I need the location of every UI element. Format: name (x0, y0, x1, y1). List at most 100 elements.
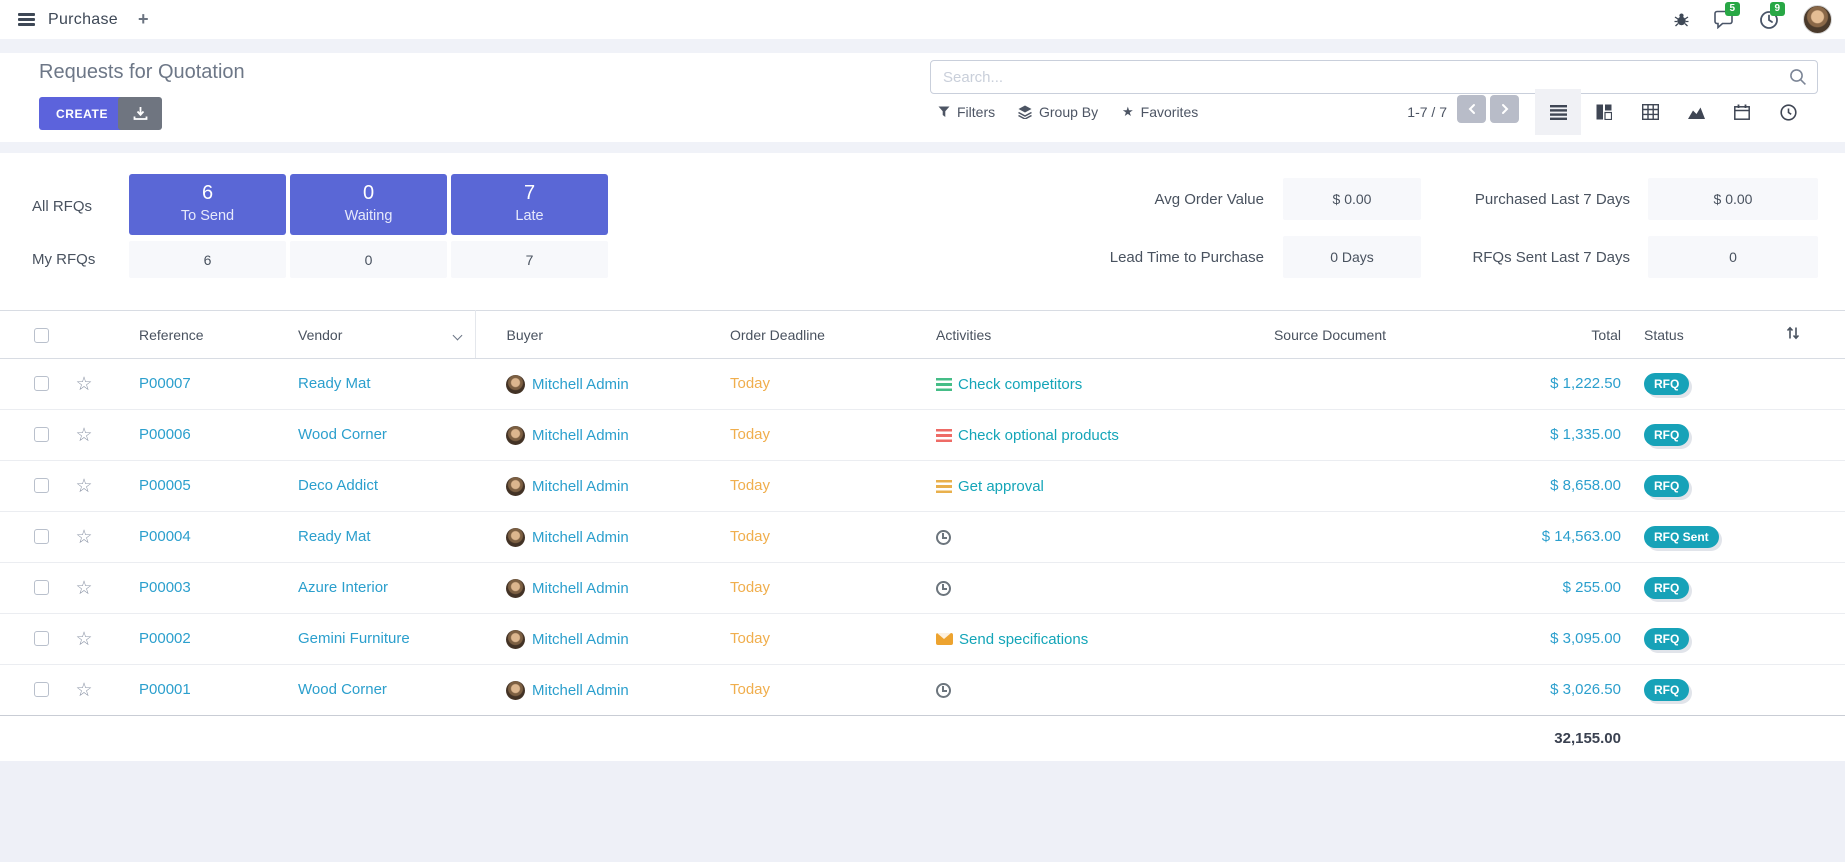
table-row[interactable]: ☆ P00002 Gemini Furniture Mitchell Admin… (0, 613, 1845, 665)
reference-link[interactable]: P00007 (139, 375, 191, 392)
header-total[interactable]: Total (1455, 310, 1630, 359)
table-row[interactable]: ☆ P00007 Ready Mat Mitchell Admin Today … (0, 359, 1845, 410)
buyer-link[interactable]: Mitchell Admin (532, 477, 629, 495)
header-source-document[interactable]: Source Document (1205, 310, 1455, 359)
lead-time-label: Lead Time to Purchase (1109, 249, 1264, 266)
buyer-link[interactable]: Mitchell Admin (532, 375, 629, 393)
row-checkbox[interactable] (34, 529, 49, 545)
header-status[interactable]: Status (1630, 310, 1740, 359)
header-reference[interactable]: Reference (108, 310, 267, 359)
reference-link[interactable]: P00006 (139, 426, 191, 443)
messages-icon[interactable]: 5 (1714, 2, 1740, 29)
vendor-link[interactable]: Wood Corner (298, 681, 387, 698)
reference-link[interactable]: P00004 (139, 528, 191, 545)
favorite-star-icon[interactable]: ☆ (75, 475, 93, 497)
activities-badge: 9 (1770, 1, 1785, 16)
activity-cell[interactable]: Check optional products (936, 427, 1205, 444)
row-checkbox[interactable] (34, 631, 49, 647)
favorite-star-icon[interactable]: ☆ (75, 526, 93, 548)
buyer-link[interactable]: Mitchell Admin (532, 579, 629, 597)
row-checkbox[interactable] (34, 580, 49, 596)
row-checkbox[interactable] (34, 376, 49, 392)
buyer-link[interactable]: Mitchell Admin (532, 630, 629, 648)
buyer-link[interactable]: Mitchell Admin (532, 681, 629, 699)
lead-time-cell[interactable]: 0 Days (1283, 236, 1421, 278)
view-kanban-button[interactable] (1581, 89, 1627, 135)
favorite-star-icon[interactable]: ☆ (75, 679, 93, 701)
reference-link[interactable]: P00002 (139, 630, 191, 647)
table-row[interactable]: ☆ P00003 Azure Interior Mitchell Admin T… (0, 562, 1845, 614)
activities-clock-icon[interactable]: 9 (1759, 1, 1785, 30)
card-to-send[interactable]: 6 To Send (129, 174, 286, 235)
avg-order-value-cell[interactable]: $ 0.00 (1283, 178, 1421, 220)
export-button[interactable] (118, 97, 162, 130)
header-vendor[interactable]: Vendor (267, 310, 476, 359)
app-menu-purchase[interactable]: Purchase (48, 10, 118, 28)
favorites-button[interactable]: ★ Favorites (1122, 104, 1199, 120)
table-row[interactable]: ☆ P00004 Ready Mat Mitchell Admin Today … (0, 511, 1845, 563)
reference-link[interactable]: P00005 (139, 477, 191, 494)
purchased-last-7-days-cell[interactable]: $ 0.00 (1648, 178, 1818, 220)
rfqs-sent-last-7-days-cell[interactable]: 0 (1648, 236, 1818, 278)
reference-link[interactable]: P00003 (139, 579, 191, 596)
view-graph-button[interactable] (1673, 89, 1719, 135)
my-rfqs-label: My RFQs (32, 251, 96, 268)
vendor-link[interactable]: Ready Mat (298, 375, 371, 392)
view-calendar-button[interactable] (1719, 89, 1765, 135)
rfq-list-view: Reference Vendor Buyer Order Deadline Ac… (0, 310, 1845, 762)
activity-cell[interactable] (936, 529, 1205, 545)
vendor-link[interactable]: Gemini Furniture (298, 630, 410, 647)
activity-cell[interactable]: Check competitors (936, 376, 1205, 393)
pager-next-button[interactable] (1490, 95, 1519, 123)
activity-cell[interactable]: Send specifications (936, 631, 1205, 648)
my-waiting-cell[interactable]: 0 (290, 241, 447, 278)
filters-button[interactable]: Filters (938, 102, 995, 122)
vendor-link[interactable]: Deco Addict (298, 477, 379, 494)
reference-link[interactable]: P00001 (139, 681, 191, 698)
pager-previous-button[interactable] (1457, 95, 1486, 123)
vendor-link[interactable]: Azure Interior (298, 579, 389, 596)
table-row[interactable]: ☆ P00001 Wood Corner Mitchell Admin Toda… (0, 664, 1845, 716)
my-to-send-cell[interactable]: 6 (129, 241, 286, 278)
header-buyer[interactable]: Buyer (475, 310, 699, 359)
total-amount: $ 8,658.00 (1550, 477, 1621, 494)
row-checkbox[interactable] (34, 478, 49, 494)
hamburger-menu-icon[interactable] (18, 11, 35, 29)
user-avatar[interactable] (1803, 5, 1832, 34)
optional-columns-button[interactable] (1785, 326, 1801, 344)
favorite-star-icon[interactable]: ☆ (75, 424, 93, 446)
group-by-button[interactable]: Group By (1018, 102, 1098, 122)
card-waiting[interactable]: 0 Waiting (290, 174, 447, 235)
row-checkbox[interactable] (34, 427, 49, 443)
activity-cell[interactable] (936, 580, 1205, 596)
my-late-cell[interactable]: 7 (451, 241, 608, 278)
vendor-link[interactable]: Ready Mat (298, 528, 371, 545)
select-all-checkbox[interactable] (34, 327, 49, 343)
activity-label: Get approval (958, 477, 1044, 495)
favorite-star-icon[interactable]: ☆ (75, 577, 93, 599)
activity-cell[interactable]: Get approval (936, 478, 1205, 495)
debug-bug-icon[interactable] (1673, 11, 1690, 28)
favorite-star-icon[interactable]: ☆ (75, 628, 93, 650)
favorite-star-icon[interactable]: ☆ (75, 373, 93, 395)
card-late[interactable]: 7 Late (451, 174, 608, 235)
row-checkbox[interactable] (34, 682, 49, 698)
view-pivot-button[interactable] (1627, 89, 1673, 135)
view-activity-button[interactable] (1765, 89, 1811, 135)
search-input[interactable] (931, 68, 1789, 86)
header-activities[interactable]: Activities (905, 310, 1205, 359)
table-row[interactable]: ☆ P00005 Deco Addict Mitchell Admin Toda… (0, 460, 1845, 512)
table-row[interactable]: ☆ P00006 Wood Corner Mitchell Admin Toda… (0, 409, 1845, 461)
activity-cell[interactable] (936, 682, 1205, 698)
buyer-link[interactable]: Mitchell Admin (532, 426, 629, 444)
activity-view-icon (1779, 103, 1797, 121)
create-button[interactable]: CREATE (39, 97, 126, 130)
kanban-view-icon (1596, 104, 1612, 120)
vendor-link[interactable]: Wood Corner (298, 426, 387, 443)
funnel-icon (938, 106, 950, 117)
header-order-deadline[interactable]: Order Deadline (699, 310, 905, 359)
search-icon[interactable] (1789, 68, 1807, 86)
view-list-button[interactable] (1535, 89, 1581, 135)
buyer-link[interactable]: Mitchell Admin (532, 528, 629, 546)
new-tab-plus-icon[interactable]: + (138, 9, 149, 29)
